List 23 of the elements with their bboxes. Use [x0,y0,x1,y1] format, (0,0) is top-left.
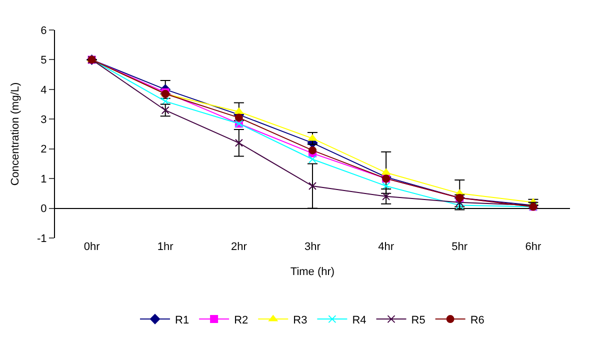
x-tick-label: 4hr [378,241,394,253]
x-tick-label: 6hr [525,241,542,253]
y-tick-label: 2 [40,144,47,156]
x-tick-label: 0hr [84,241,100,253]
legend-label: R1 [175,314,190,326]
y-tick-label: 1 [40,173,47,186]
legend-label: R5 [411,314,426,326]
legend-label: R4 [352,314,366,326]
x-tick-label: 1hr [157,241,174,253]
y-tick-label: 4 [40,84,47,96]
y-tick-label: 3 [40,114,47,126]
legend-label: R2 [234,314,248,326]
y-tick-label: -1 [37,232,47,245]
y-tick-label: 6 [40,24,47,37]
x-tick-label: 5hr [452,241,468,253]
y-tick-label: 0 [40,203,47,216]
y-tick-label: 5 [40,54,47,67]
legend-label: R6 [470,314,484,326]
x-axis-title: Time (hr) [290,266,335,278]
y-axis-title: Concentration (mg/L) [10,82,22,186]
legend-label: R3 [293,314,308,326]
x-tick-label: 2hr [230,241,248,253]
x-tick-label: 3hr [304,241,321,253]
